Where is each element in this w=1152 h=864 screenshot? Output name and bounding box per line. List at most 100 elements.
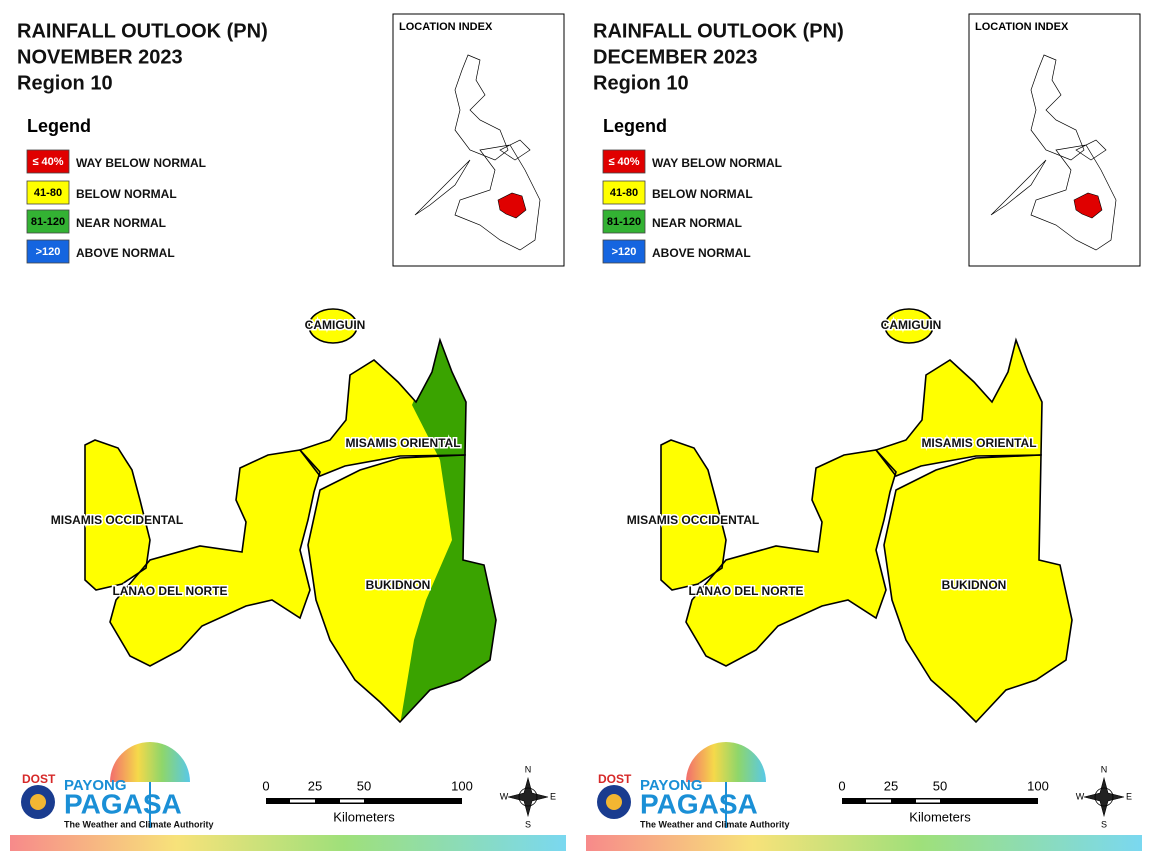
legend-key: >120: [612, 246, 637, 258]
legend-label: WAY BELOW NORMAL: [76, 156, 206, 170]
province: [110, 450, 320, 666]
camiguin: [885, 309, 933, 343]
province: [300, 340, 466, 476]
map-label: BUKIDNON: [942, 578, 1007, 592]
legend-key: ≤ 40%: [32, 156, 63, 168]
color-band: [10, 835, 566, 851]
panel: RAINFALL OUTLOOK (PN) DECEMBER 2023 Region…: [586, 13, 1142, 851]
month: DECEMBER 2023: [593, 46, 758, 68]
province-outline: [660, 439, 727, 591]
legend-label: NEAR NORMAL: [76, 216, 166, 230]
scale-tick: 25: [884, 778, 898, 793]
legend-key: 41-80: [34, 187, 62, 199]
map-label: MISAMIS ORIENTAL: [345, 436, 460, 450]
index-title: LOCATION INDEX: [399, 21, 493, 33]
index-highlight: [497, 192, 527, 219]
compass-letter: N: [525, 764, 532, 774]
legend-swatch: [602, 239, 646, 264]
legend-title: Legend: [603, 116, 667, 136]
logo-brand: PAGASA: [64, 788, 182, 819]
panel: RAINFALL OUTLOOK (PN) NOVEMBER 2023 Region…: [10, 13, 566, 851]
scale-tick: 0: [838, 778, 845, 793]
camiguin-outline: [884, 308, 934, 344]
province-outline: [883, 454, 1073, 724]
scale-tick: 0: [262, 778, 269, 793]
logo-tagline: The Weather and Climate Authority: [64, 819, 214, 829]
legend-label: ABOVE NORMAL: [652, 246, 751, 260]
compass-letter: E: [1126, 791, 1132, 801]
compass-letter: E: [550, 791, 556, 801]
legend-label: BELOW NORMAL: [652, 187, 753, 201]
camiguin-outline: [308, 308, 358, 344]
province-outline: [307, 454, 497, 724]
scale-unit: Kilometers: [909, 809, 971, 824]
compass-ring: [518, 787, 538, 807]
map-label: BUKIDNON: [366, 578, 431, 592]
province: [884, 455, 1072, 722]
legend-swatch: [26, 239, 70, 264]
near-normal-zone: [400, 340, 496, 722]
legend-label: NEAR NORMAL: [652, 216, 742, 230]
compass-ring: [1094, 787, 1114, 807]
province-outline: [685, 449, 897, 667]
compass-letter: N: [1101, 764, 1108, 774]
scale-segment: [916, 799, 940, 803]
logo-agency: DOST: [598, 772, 632, 786]
compass-letter: W: [500, 791, 509, 801]
title: RAINFALL OUTLOOK (PN): [593, 20, 844, 42]
title: RAINFALL OUTLOOK (PN): [17, 20, 268, 42]
logo-agency: DOST: [22, 772, 56, 786]
scale-tick: 50: [357, 778, 371, 793]
province-outline: [298, 337, 467, 477]
logo-brand: PAGASA: [640, 788, 758, 819]
legend-label: WAY BELOW NORMAL: [652, 156, 782, 170]
scale-segment: [866, 799, 891, 803]
map-label: CAMIGUIN: [305, 318, 366, 332]
map-label: MISAMIS OCCIDENTAL: [627, 513, 759, 527]
compass-letter: S: [1101, 819, 1107, 829]
logo-tagline: The Weather and Climate Authority: [640, 819, 790, 829]
index-highlight: [1073, 192, 1103, 219]
logo-seal-inner: [30, 794, 46, 810]
map-label: CAMIGUIN: [881, 318, 942, 332]
legend-key: 41-80: [610, 187, 638, 199]
index-title: LOCATION INDEX: [975, 21, 1069, 33]
province-outline: [109, 449, 321, 667]
region: Region 10: [17, 72, 113, 94]
logo-seal-inner: [606, 794, 622, 810]
legend-swatch: [602, 180, 646, 205]
legend-key: 81-120: [31, 216, 65, 228]
color-band: [586, 835, 1142, 851]
compass-letter: S: [525, 819, 531, 829]
legend-swatch: [602, 149, 646, 174]
logo-brand-top: PAYONG: [64, 777, 127, 794]
scale-segment: [290, 799, 315, 803]
legend-title: Legend: [27, 116, 91, 136]
legend-key: ≤ 40%: [608, 156, 639, 168]
scale-unit: Kilometers: [333, 809, 395, 824]
region: Region 10: [593, 72, 689, 94]
legend-label: BELOW NORMAL: [76, 187, 177, 201]
scale-tick: 50: [933, 778, 947, 793]
province-outline: [84, 439, 151, 591]
scale-segment: [340, 799, 364, 803]
map-label: LANAO DEL NORTE: [112, 584, 227, 598]
map-label: LANAO DEL NORTE: [688, 584, 803, 598]
logo-brand-top: PAYONG: [640, 777, 703, 794]
scale-tick: 100: [1027, 778, 1049, 793]
camiguin: [309, 309, 357, 343]
scale-tick: 100: [451, 778, 473, 793]
compass-rose: [507, 776, 549, 818]
legend-key: 81-120: [607, 216, 641, 228]
map-label: MISAMIS OCCIDENTAL: [51, 513, 183, 527]
legend-key: >120: [36, 246, 61, 258]
month: NOVEMBER 2023: [17, 46, 183, 68]
province: [876, 340, 1042, 476]
umbrella: [110, 742, 190, 782]
legend-swatch: [26, 149, 70, 174]
legend-swatch: [26, 209, 70, 234]
compass-letter: W: [1076, 791, 1085, 801]
province-outline: [874, 337, 1043, 477]
scale-tick: 25: [308, 778, 322, 793]
